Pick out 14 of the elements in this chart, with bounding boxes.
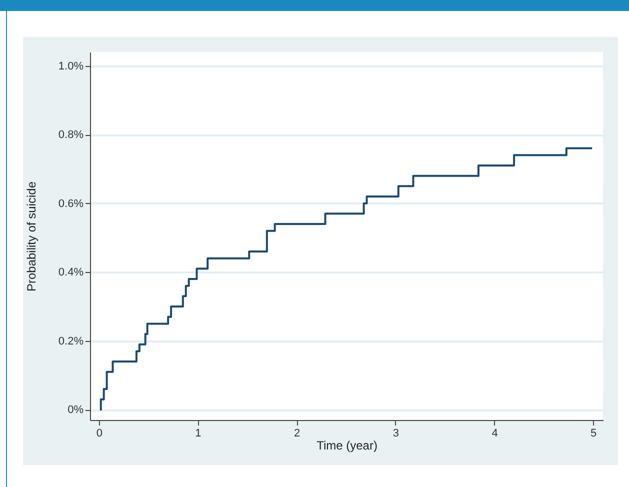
x-tick-label: 1 [195,428,202,440]
x-tick-label: 5 [590,428,597,440]
y-tick-label: 0% [68,404,84,416]
x-tick-label: 4 [492,428,498,440]
y-tick-label: 1.0% [58,60,84,72]
x-tick-label: 0 [96,428,102,440]
x-tick-label: 2 [294,428,300,440]
y-tick-label: 0.8% [58,129,84,142]
x-axis-title: Time (year) [316,438,378,452]
y-axis-title: Probability of suicide [24,181,38,292]
y-tick-label: 0.2% [58,335,84,348]
y-tick-label: 0.6% [58,198,84,210]
x-tick-label: 3 [392,428,399,440]
y-tick-label: 0.4% [58,266,84,279]
